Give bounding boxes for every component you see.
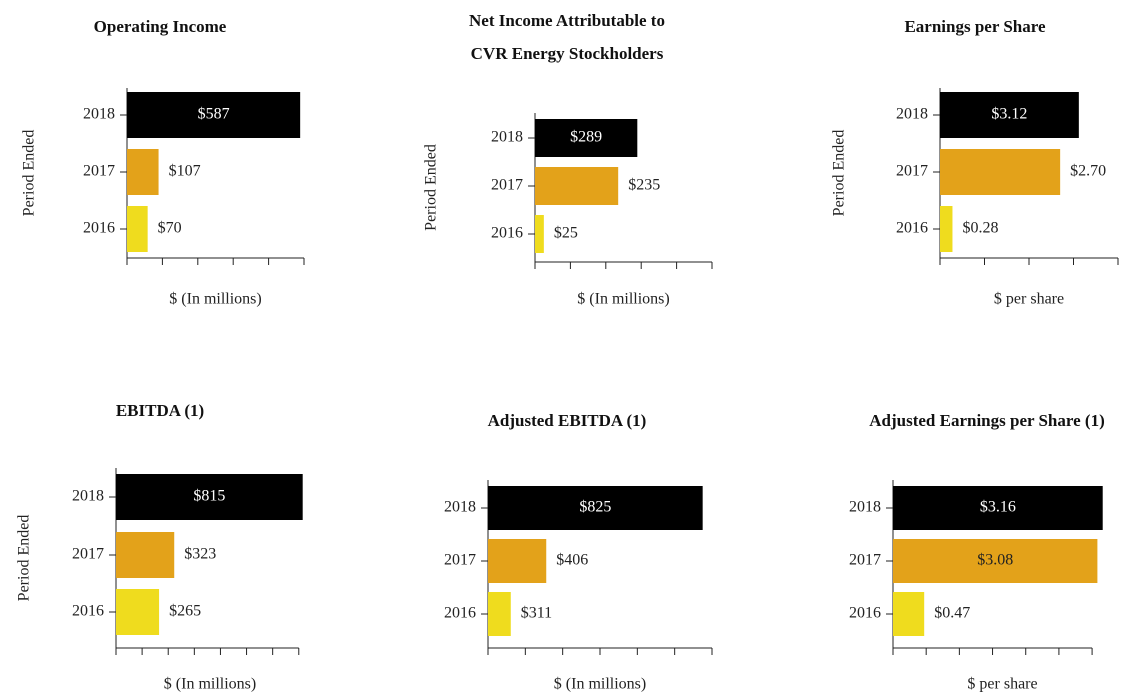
y-tick-label: 2016	[896, 220, 928, 237]
y-tick-label: 2017	[849, 552, 881, 569]
y-tick-label: 2017	[83, 163, 115, 180]
bar	[488, 486, 703, 530]
y-tick-label: 2016	[491, 225, 523, 242]
chart-title: CVR Energy Stockholders	[471, 44, 664, 63]
data-label: $825	[579, 499, 611, 516]
data-label: $311	[521, 605, 552, 622]
x-axis-label: $ (In millions)	[164, 676, 256, 693]
data-label: $0.28	[962, 220, 998, 237]
bar	[127, 92, 301, 138]
data-label: $107	[169, 163, 201, 180]
bar	[535, 215, 544, 253]
bar	[940, 92, 1079, 138]
data-label: $3.08	[977, 552, 1013, 569]
y-tick-label: 2017	[72, 546, 104, 563]
x-axis-label: $ (In millions)	[169, 291, 261, 308]
bar	[116, 532, 175, 578]
x-axis-label: $ per share	[967, 676, 1037, 693]
bar	[940, 149, 1061, 195]
y-tick-label: 2018	[896, 106, 928, 123]
data-label: $70	[158, 220, 182, 237]
y-tick-label: 2017	[491, 177, 523, 194]
y-tick-label: 2016	[444, 605, 476, 622]
bar	[940, 206, 953, 252]
y-tick-label: 2016	[83, 220, 115, 237]
bar	[893, 592, 925, 636]
chart-title: Adjusted Earnings per Share (1)	[869, 411, 1105, 430]
y-tick-label: 2018	[444, 499, 476, 516]
bar	[116, 589, 160, 635]
data-label: $25	[554, 225, 578, 242]
y-axis-label: Period Ended	[21, 130, 38, 217]
data-label: $815	[193, 488, 225, 505]
data-label: $406	[556, 552, 588, 569]
bar	[535, 119, 638, 157]
data-label: $265	[169, 603, 201, 620]
data-label: $323	[184, 546, 216, 563]
bar	[116, 474, 303, 520]
bar	[127, 149, 159, 195]
bar	[535, 167, 619, 205]
x-axis-label: $ per share	[994, 291, 1064, 308]
chart-title: Net Income Attributable to	[469, 11, 665, 30]
y-tick-label: 2016	[849, 605, 881, 622]
x-axis-label: $ (In millions)	[554, 676, 646, 693]
y-tick-label: 2018	[491, 129, 523, 146]
x-axis-label: $ (In millions)	[577, 291, 669, 308]
bar	[127, 206, 148, 252]
y-tick-label: 2017	[444, 552, 476, 569]
bar	[893, 539, 1098, 583]
y-tick-label: 2018	[83, 106, 115, 123]
y-axis-label: Period Ended	[831, 130, 848, 217]
chart-title: EBITDA (1)	[116, 401, 204, 420]
data-label: $3.16	[980, 499, 1016, 516]
y-axis-label: Period Ended	[16, 515, 33, 602]
chart-title: Adjusted EBITDA (1)	[488, 411, 647, 430]
y-axis-label: Period Ended	[423, 144, 440, 231]
chart-title: Operating Income	[94, 17, 227, 36]
data-label: $3.12	[991, 106, 1027, 123]
data-label: $289	[570, 129, 602, 146]
data-label: $235	[628, 177, 660, 194]
y-tick-label: 2018	[849, 499, 881, 516]
y-tick-label: 2017	[896, 163, 928, 180]
y-tick-label: 2016	[72, 603, 104, 620]
data-label: $0.47	[934, 605, 970, 622]
bar	[488, 592, 511, 636]
data-label: $587	[198, 106, 230, 123]
chart-title: Earnings per Share	[904, 17, 1046, 36]
data-label: $2.70	[1070, 163, 1106, 180]
bar	[488, 539, 547, 583]
bar	[893, 486, 1103, 530]
y-tick-label: 2018	[72, 488, 104, 505]
